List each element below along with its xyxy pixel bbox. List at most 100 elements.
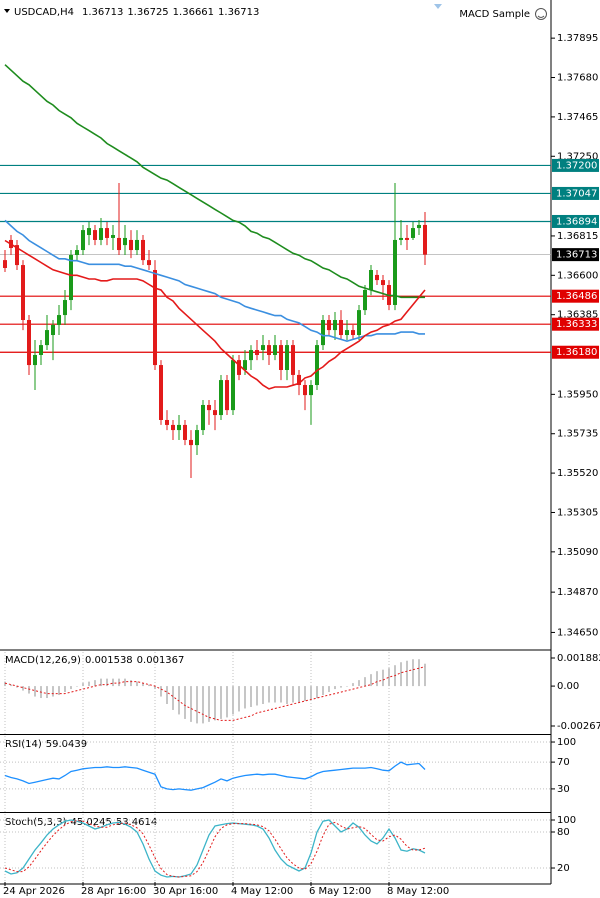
y-tick-label: 0.001882: [557, 653, 600, 664]
histogram-bar: [298, 686, 300, 703]
histogram-bar: [76, 686, 78, 687]
histogram-bar: [424, 663, 426, 687]
candle-body: [39, 345, 43, 355]
y-tick-label: 20: [557, 863, 570, 874]
signal-readout: 0.001367: [137, 655, 185, 666]
histogram-bar: [322, 686, 324, 696]
candle-body: [273, 345, 277, 355]
histogram-bar: [64, 686, 66, 693]
histogram-bar: [160, 686, 162, 697]
histogram-bar: [418, 659, 420, 687]
histogram-bar: [106, 678, 108, 687]
candle-body: [141, 239, 145, 261]
candle-body: [153, 270, 157, 366]
level-label: 1.36333: [556, 319, 597, 330]
y-tick-label: 100: [557, 815, 576, 826]
candle-body: [123, 237, 127, 246]
candle-body: [15, 245, 19, 266]
histogram-bar: [274, 686, 276, 703]
histogram-bar: [214, 686, 216, 721]
candle-body: [183, 424, 187, 440]
candle-body: [411, 228, 415, 238]
histogram-bar: [334, 686, 336, 690]
histogram-bar: [88, 681, 90, 687]
histogram-bar: [118, 678, 120, 687]
histogram-bar: [58, 686, 60, 696]
y-tick-label: 1.36385: [557, 310, 598, 321]
candle-body: [171, 424, 175, 431]
histogram-bar: [370, 674, 372, 687]
plot-layer: [0, 64, 551, 882]
open-readout: 1.36713: [82, 7, 123, 18]
histogram-bar: [346, 686, 348, 687]
high-readout: 1.36725: [127, 7, 168, 18]
candle-body: [243, 360, 247, 370]
candle-body: [51, 324, 55, 336]
scroll-marker: [434, 4, 442, 9]
candle-body: [321, 319, 325, 346]
candle-body: [309, 385, 313, 396]
histogram-bar: [280, 686, 282, 703]
y-tick-label: 1.37250: [557, 151, 598, 162]
histogram-bar: [208, 686, 210, 722]
candle-body: [213, 410, 217, 416]
candle-body: [339, 319, 343, 336]
histogram-bar: [46, 686, 48, 699]
candle-body: [405, 237, 409, 240]
candle-body: [69, 254, 73, 301]
x-tick-label: 28 Apr 16:00: [81, 886, 146, 897]
histogram-bar: [292, 686, 294, 703]
menu-arrow[interactable]: [4, 9, 10, 13]
candle-body: [399, 237, 403, 240]
histogram-bar: [148, 684, 150, 687]
y-tick-label: 1.35950: [557, 389, 598, 400]
expert-icon[interactable]: [535, 8, 547, 20]
histogram-bar: [256, 686, 258, 706]
histogram-bar: [112, 678, 114, 687]
candle-body: [375, 274, 379, 281]
candle-body: [57, 315, 61, 325]
histogram-bar: [268, 686, 270, 703]
level-label-box: [552, 345, 599, 359]
label-layer: 24 Apr 2026 28 Apr 16:00 30 Apr 16:00 4 May…: [3, 33, 600, 897]
candle-body: [129, 239, 133, 251]
histogram-bar: [154, 686, 156, 690]
histogram-bar: [328, 686, 330, 693]
candle-body: [189, 439, 193, 446]
histogram-bar: [382, 669, 384, 687]
candle-body: [87, 228, 91, 236]
macd-readout: 0.001538: [85, 655, 133, 666]
y-tick-label: 1.35305: [557, 507, 598, 518]
level-label-box: [552, 289, 599, 303]
y-tick-label: 1.37465: [557, 112, 598, 123]
icon-smile: [537, 15, 545, 18]
y-tick-label: 1.35520: [557, 468, 598, 479]
y-tick-label: 1.36600: [557, 270, 598, 281]
histogram-bar: [412, 659, 414, 687]
histogram-bar: [166, 686, 168, 704]
candle-body: [231, 360, 235, 411]
histogram-bar: [400, 662, 402, 687]
histogram-bar: [4, 681, 6, 687]
x-tick-label: 8 May 12:00: [387, 886, 449, 897]
indicator-name: MACD(12,26,9): [5, 655, 81, 666]
histogram-bar: [10, 684, 12, 687]
candle-body: [255, 350, 259, 355]
candle-body: [201, 404, 205, 431]
histogram-bar: [232, 686, 234, 715]
histogram-bar: [238, 686, 240, 712]
candle-body: [381, 280, 385, 286]
histogram-bar: [52, 686, 54, 697]
candle-body: [195, 430, 199, 446]
y-tick-label: 1.34870: [557, 587, 598, 598]
histogram-bar: [376, 671, 378, 687]
level-label: 1.36894: [556, 216, 597, 227]
histogram-bar: [304, 686, 306, 702]
histogram-bar: [184, 686, 186, 719]
level-label-box: [552, 158, 599, 172]
histogram-bar: [178, 686, 180, 715]
y-tick-label: 100: [557, 737, 576, 748]
histogram-bar: [28, 686, 30, 694]
histogram-bar: [142, 683, 144, 687]
